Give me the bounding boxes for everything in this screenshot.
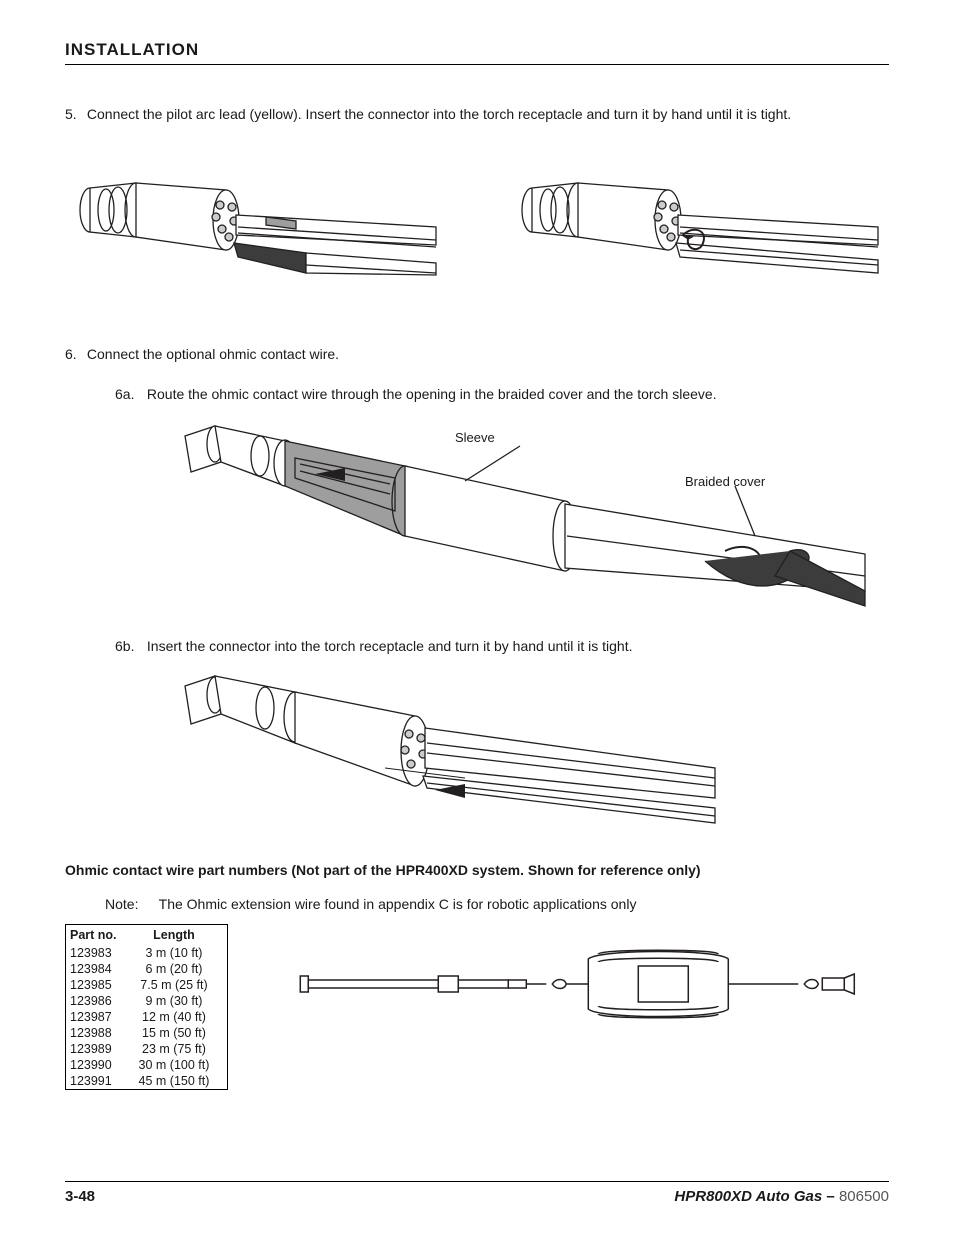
table-row: 1239833 m (10 ft) <box>66 945 228 961</box>
table-cell: 123990 <box>66 1057 135 1073</box>
torch-diagram-right <box>507 155 889 305</box>
table-row: 12398815 m (50 ft) <box>66 1025 228 1041</box>
table-cell: 123985 <box>66 977 135 993</box>
step-6: 6. Connect the optional ohmic contact wi… <box>65 345 889 365</box>
table-cell: 9 m (30 ft) <box>135 993 228 1009</box>
table-row: 12398923 m (75 ft) <box>66 1041 228 1057</box>
footer-docnum: 806500 <box>839 1188 889 1205</box>
table-cell: 6 m (20 ft) <box>135 961 228 977</box>
table-cell: 123989 <box>66 1041 135 1057</box>
step-6b: 6b. Insert the connector into the torch … <box>115 638 889 654</box>
note-label: Note: <box>105 896 155 912</box>
table-cell: 12 m (40 ft) <box>135 1009 228 1025</box>
step-6-text: Connect the optional ohmic contact wire. <box>87 346 339 362</box>
col-length: Length <box>135 925 228 946</box>
footer-model: HPR800XD Auto Gas <box>674 1188 822 1205</box>
table-cell: 123988 <box>66 1025 135 1041</box>
step-6b-number: 6b. <box>115 638 143 654</box>
step-6-number: 6. <box>65 345 83 365</box>
table-row: 1239857.5 m (25 ft) <box>66 977 228 993</box>
table-cell: 123983 <box>66 945 135 961</box>
step-6a: 6a. Route the ohmic contact wire through… <box>115 386 889 402</box>
step-6a-text: Route the ohmic contact wire through the… <box>147 386 717 402</box>
step-5-number: 5. <box>65 105 83 125</box>
section-title: INSTALLATION <box>65 40 889 65</box>
footer-doc: HPR800XD Auto Gas – 806500 <box>674 1188 889 1205</box>
diagram-row-step5 <box>65 155 889 305</box>
table-cell: 45 m (150 ft) <box>135 1073 228 1090</box>
table-cell: 30 m (100 ft) <box>135 1057 228 1073</box>
callout-braided-cover: Braided cover <box>685 474 765 489</box>
diagram-step6a: Sleeve Braided cover <box>165 416 889 616</box>
table-cell: 123987 <box>66 1009 135 1025</box>
footer-page-number: 3-48 <box>65 1188 95 1205</box>
col-part-no: Part no. <box>66 925 135 946</box>
table-row: 12398712 m (40 ft) <box>66 1009 228 1025</box>
table-cell: 123991 <box>66 1073 135 1090</box>
table-cell: 7.5 m (25 ft) <box>135 977 228 993</box>
torch-diagram-left <box>65 155 447 305</box>
step-5-text: Connect the pilot arc lead (yellow). Ins… <box>87 106 791 122</box>
table-row: 1239846 m (20 ft) <box>66 961 228 977</box>
ohmic-wire-diagram <box>268 944 889 1044</box>
diagram-step6b <box>165 668 889 838</box>
table-row: 1239869 m (30 ft) <box>66 993 228 1009</box>
step-6a-number: 6a. <box>115 386 143 402</box>
table-cell: 15 m (50 ft) <box>135 1025 228 1041</box>
step-6b-text: Insert the connector into the torch rece… <box>147 638 633 654</box>
table-row: 12399030 m (100 ft) <box>66 1057 228 1073</box>
table-cell: 23 m (75 ft) <box>135 1041 228 1057</box>
page-footer: 3-48 HPR800XD Auto Gas – 806500 <box>65 1181 889 1205</box>
callout-sleeve: Sleeve <box>455 430 495 445</box>
table-cell: 123984 <box>66 961 135 977</box>
note-text: The Ohmic extension wire found in append… <box>159 896 637 912</box>
table-header-row: Part no. Length <box>66 925 228 946</box>
step-5: 5. Connect the pilot arc lead (yellow). … <box>65 105 889 125</box>
table-cell: 123986 <box>66 993 135 1009</box>
parts-table: Part no. Length 1239833 m (10 ft)1239846… <box>65 924 228 1090</box>
note-row: Note: The Ohmic extension wire found in … <box>105 896 889 912</box>
table-row: 12399145 m (150 ft) <box>66 1073 228 1090</box>
footer-dash: – <box>822 1188 839 1205</box>
table-cell: 3 m (10 ft) <box>135 945 228 961</box>
ohmic-subheading: Ohmic contact wire part numbers (Not par… <box>65 862 889 878</box>
